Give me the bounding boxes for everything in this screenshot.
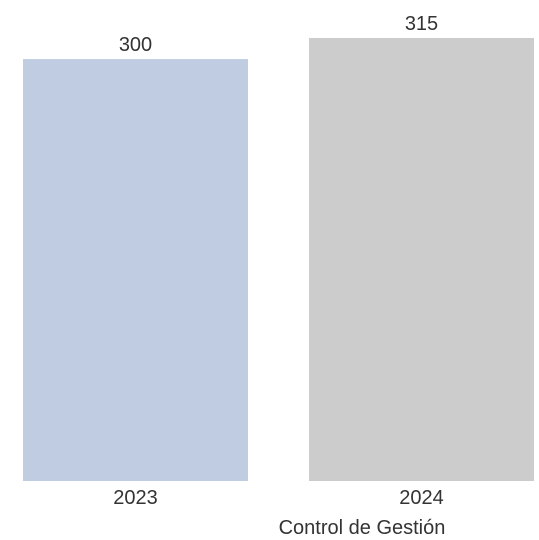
x-tick-labels-group: 2023 2024 [113, 487, 444, 509]
data-label-2024: 315 [405, 13, 438, 35]
x-axis-title: Control de Gestión [279, 517, 446, 539]
bar-2024 [309, 38, 534, 481]
bars-group [23, 38, 534, 481]
data-label-2023: 300 [119, 34, 152, 56]
x-tick-label-2023: 2023 [113, 487, 158, 509]
bar-labels-group: 300 315 [119, 13, 438, 56]
bar-2023 [23, 59, 248, 481]
x-tick-label-2024: 2024 [399, 487, 444, 509]
